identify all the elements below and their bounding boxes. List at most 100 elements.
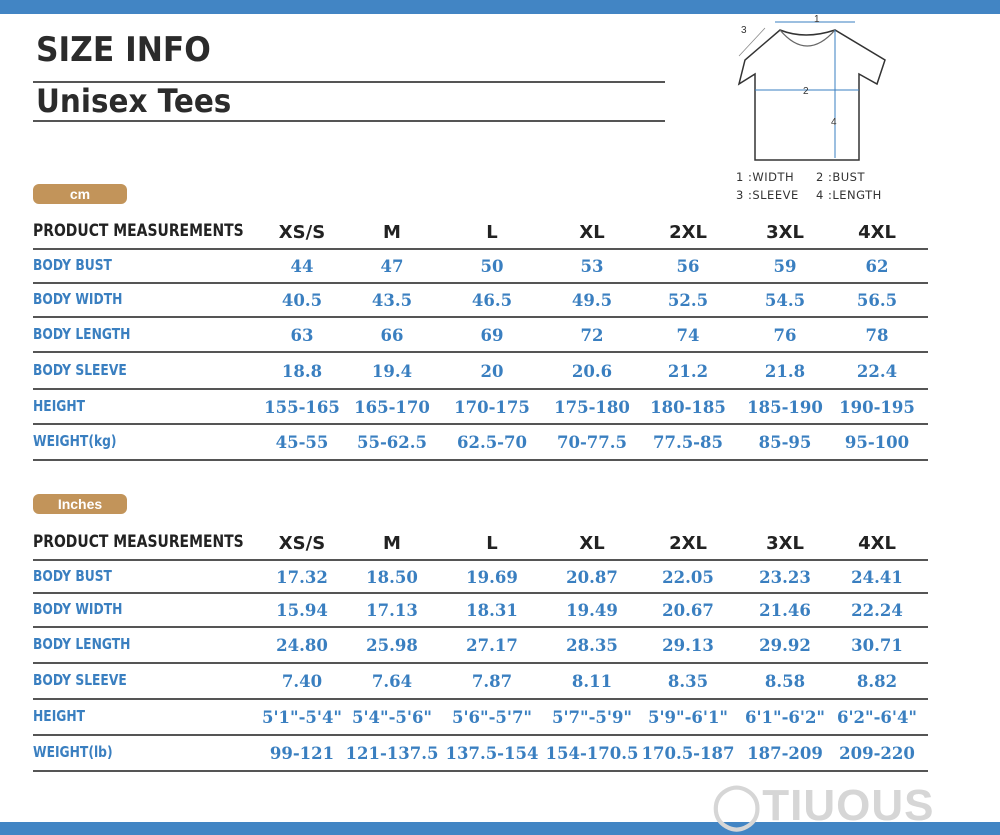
- row-label: PRODUCT MEASUREMENTS: [33, 532, 244, 552]
- table-cell: 72: [580, 325, 604, 345]
- row-label: HEIGHT: [33, 396, 86, 415]
- table-row: WEIGHT(kg) 45-55 55-62.5 62.5-70 70-77.5 77.5…: [33, 425, 928, 461]
- table-cell: 29.92: [759, 636, 811, 655]
- table-cell: 155-165: [264, 397, 340, 417]
- table-row: BODY LENGTH 63 66 69 72 74 76 78: [33, 318, 928, 353]
- row-label: BODY BUST: [33, 256, 112, 274]
- legend-sleeve: 3 :SLEEVE: [736, 188, 799, 202]
- table-cell: 8.11: [571, 672, 613, 691]
- legend-width: 1 :WIDTH: [736, 170, 795, 184]
- table-cell: 6'2"-6'4": [836, 708, 918, 727]
- table-cell: 21.8: [764, 361, 806, 381]
- table-cell: 18.8: [281, 361, 323, 381]
- table-cell: 77.5-85: [653, 433, 723, 452]
- table-cell: 62: [865, 257, 889, 276]
- table-row: HEIGHT 5'1"-5'4" 5'4"-5'6" 5'6"-5'7" 5'7"-5'…: [33, 700, 928, 736]
- diagram-legend-row-2: 3 :SLEEVE 4 :LENGTH: [736, 188, 896, 202]
- table-cell: 25.98: [366, 636, 418, 655]
- table-cell: 78: [865, 325, 889, 345]
- table-cell: 121-137.5: [345, 744, 439, 763]
- table-cell: 95-100: [844, 433, 910, 452]
- size-column-header: 3XL: [766, 222, 804, 243]
- table-cell: 185-190: [747, 397, 823, 417]
- table-cell: 24.41: [851, 567, 903, 587]
- table-cell: 19.69: [466, 567, 518, 587]
- table-cell: 40.5: [281, 291, 323, 310]
- table-cell: 5'4"-5'6": [351, 708, 433, 727]
- table-cell: 55-62.5: [357, 433, 427, 452]
- table-cell: 154-170.5: [545, 744, 639, 763]
- table-cell: 20.87: [566, 567, 618, 587]
- table-cell: 45-55: [275, 433, 329, 452]
- table-cell: 5'1"-5'4": [261, 708, 343, 727]
- table-cell: 63: [290, 325, 314, 345]
- table-cell: 53: [580, 257, 604, 276]
- table-cell: 8.82: [856, 672, 898, 691]
- size-column-header: 4XL: [858, 222, 896, 243]
- table-cell: 23.23: [759, 567, 811, 587]
- table-cell: 62.5-70: [457, 433, 527, 452]
- watermark-text: TIUOUS: [762, 781, 935, 830]
- table-cell: 8.58: [764, 672, 806, 691]
- size-column-header: XS/S: [278, 222, 326, 243]
- table-cell: 19.49: [566, 601, 618, 620]
- table-cell: 74: [676, 325, 700, 345]
- top-accent-bar: [0, 0, 1000, 14]
- table-cell: 43.5: [371, 291, 413, 310]
- table-cell: 27.17: [466, 636, 518, 655]
- size-column-header: M: [383, 533, 401, 554]
- marker-1: 1: [814, 14, 820, 25]
- size-column-header: M: [383, 222, 401, 243]
- unit-label-inches: Inches: [33, 494, 127, 514]
- table-cell: 22.05: [662, 567, 714, 587]
- size-column-header: 2XL: [669, 533, 707, 554]
- brand-watermark: ◯TIUOUS: [712, 781, 935, 830]
- table-cell: 30.71: [851, 636, 903, 655]
- table-cell: 44: [290, 257, 314, 276]
- table-cell: 54.5: [764, 291, 806, 310]
- table-cell: 180-185: [650, 397, 726, 417]
- table-cell: 69: [480, 325, 504, 345]
- size-column-header: L: [486, 533, 498, 554]
- table-cell: 20.67: [662, 601, 714, 620]
- size-column-header: XS/S: [278, 533, 326, 554]
- table-cell: 70-77.5: [557, 433, 627, 452]
- table-header-row: PRODUCT MEASUREMENTS XS/S M L XL 2XL 3XL 4XL: [33, 525, 928, 561]
- table-cell: 99-121: [269, 744, 335, 763]
- row-label: HEIGHT: [33, 707, 86, 725]
- subtitle-divider: [33, 120, 665, 122]
- row-label: BODY LENGTH: [33, 324, 131, 343]
- tshirt-diagram-icon: 1 2 3 4: [737, 14, 886, 161]
- row-label: WEIGHT(lb): [33, 743, 113, 761]
- table-cell: 17.32: [276, 567, 328, 587]
- table-cell: 165-170: [354, 397, 430, 417]
- table-cell: 5'9"-6'1": [647, 708, 729, 727]
- size-column-header: XL: [579, 222, 605, 243]
- table-cell: 170-175: [454, 397, 530, 417]
- table-cell: 76: [773, 325, 797, 345]
- table-cell: 20.6: [571, 361, 613, 381]
- table-cell: 8.35: [667, 672, 709, 691]
- table-row: BODY BUST 44 47 50 53 56 59 62: [33, 250, 928, 284]
- table-cell: 29.13: [662, 636, 714, 655]
- table-cell: 15.94: [276, 601, 328, 620]
- title-divider: [33, 81, 665, 83]
- diagram-legend-row-1: 1 :WIDTH 2 :BUST: [736, 170, 896, 184]
- table-cell: 66: [380, 325, 404, 345]
- table-cell: 20: [480, 361, 504, 381]
- table-cell: 85-95: [758, 433, 812, 452]
- unit-label-cm: cm: [33, 184, 127, 204]
- bottom-accent-bar: [0, 822, 1000, 835]
- page-subtitle: Unisex Tees: [36, 82, 232, 120]
- page-title: SIZE INFO: [36, 30, 211, 70]
- table-cell: 209-220: [839, 744, 915, 763]
- row-label: PRODUCT MEASUREMENTS: [33, 221, 244, 241]
- table-cell: 52.5: [667, 291, 709, 310]
- table-cell: 59: [773, 257, 797, 276]
- table-cell: 24.80: [276, 636, 328, 655]
- row-label: BODY SLEEVE: [33, 360, 127, 379]
- table-cell: 18.50: [366, 567, 418, 587]
- size-column-header: 3XL: [766, 533, 804, 554]
- marker-3: 3: [741, 25, 747, 36]
- table-cell: 170.5-187: [641, 744, 735, 763]
